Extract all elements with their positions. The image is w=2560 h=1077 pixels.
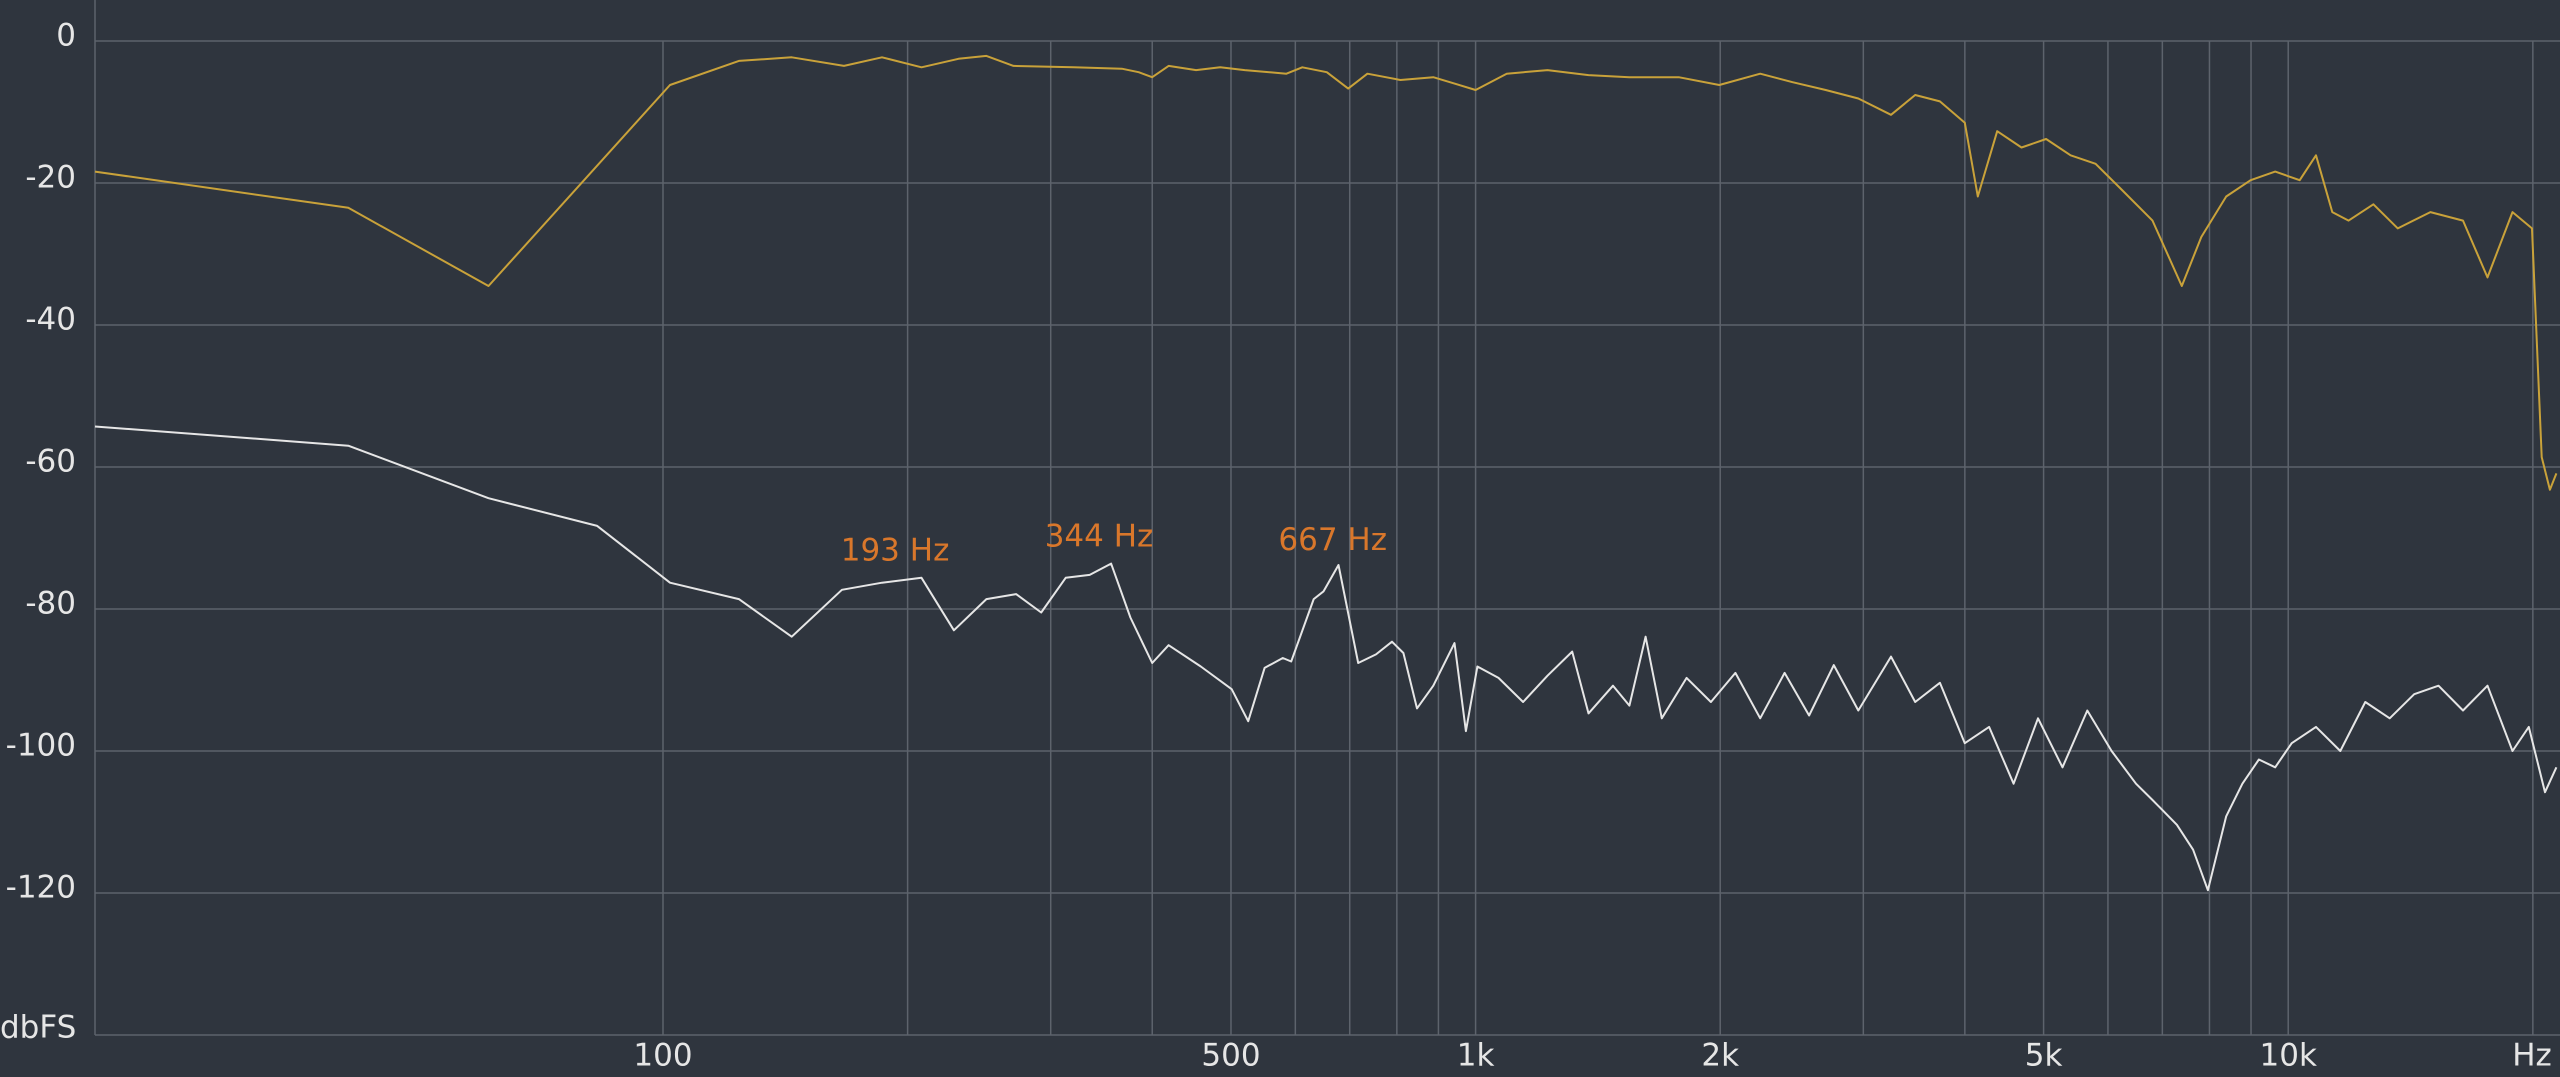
peak-annotation: 193 Hz — [841, 533, 950, 569]
y-tick-label: -40 — [25, 302, 76, 338]
x-tick-label: 500 — [1201, 1038, 1260, 1074]
spectrum-line — [94, 425, 2558, 892]
peak-annotation: 667 Hz — [1278, 522, 1387, 558]
x-tick-label: 10k — [2260, 1038, 2317, 1074]
x-tick-label: 1k — [1457, 1038, 1495, 1074]
y-tick-label: -60 — [25, 444, 76, 480]
peak-annotation: 344 Hz — [1045, 519, 1154, 555]
y-tick-label: -20 — [25, 160, 76, 196]
spectrum-line — [94, 54, 2558, 491]
y-tick-label: -100 — [6, 728, 76, 764]
x-tick-label: 2k — [1701, 1038, 1739, 1074]
y-tick-label: -80 — [25, 586, 76, 622]
x-tick-label: Hz — [2512, 1038, 2552, 1074]
x-tick-label: 5k — [2025, 1038, 2063, 1074]
y-tick-label: -120 — [6, 870, 76, 906]
y-tick-label: 0 — [56, 18, 76, 54]
y-axis-unit: dbFS — [0, 1010, 76, 1046]
x-tick-label: 100 — [633, 1038, 692, 1074]
